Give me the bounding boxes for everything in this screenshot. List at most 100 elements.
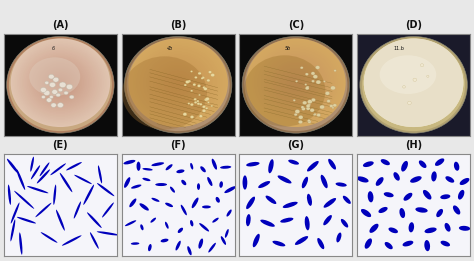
Ellipse shape bbox=[201, 78, 203, 79]
Ellipse shape bbox=[314, 113, 316, 115]
Ellipse shape bbox=[415, 207, 428, 213]
Ellipse shape bbox=[158, 65, 198, 100]
Ellipse shape bbox=[165, 203, 173, 207]
Ellipse shape bbox=[389, 61, 438, 105]
Ellipse shape bbox=[37, 169, 50, 183]
Ellipse shape bbox=[19, 232, 22, 255]
Ellipse shape bbox=[191, 198, 199, 208]
Ellipse shape bbox=[264, 55, 328, 111]
Ellipse shape bbox=[53, 77, 59, 82]
Ellipse shape bbox=[190, 220, 193, 226]
Ellipse shape bbox=[454, 162, 459, 171]
Ellipse shape bbox=[142, 50, 215, 115]
Ellipse shape bbox=[300, 67, 303, 69]
Ellipse shape bbox=[50, 74, 70, 92]
Ellipse shape bbox=[16, 43, 105, 123]
Ellipse shape bbox=[286, 74, 306, 92]
Ellipse shape bbox=[307, 194, 312, 206]
Ellipse shape bbox=[246, 162, 260, 167]
Ellipse shape bbox=[74, 175, 92, 184]
Ellipse shape bbox=[90, 232, 99, 249]
Ellipse shape bbox=[311, 80, 314, 82]
Ellipse shape bbox=[387, 59, 440, 106]
Ellipse shape bbox=[206, 97, 209, 100]
Ellipse shape bbox=[175, 241, 181, 251]
Ellipse shape bbox=[343, 196, 351, 204]
Ellipse shape bbox=[409, 78, 419, 87]
Ellipse shape bbox=[32, 58, 89, 108]
Ellipse shape bbox=[271, 61, 321, 105]
Ellipse shape bbox=[46, 69, 75, 96]
Ellipse shape bbox=[58, 88, 63, 92]
Ellipse shape bbox=[294, 81, 298, 84]
Ellipse shape bbox=[102, 203, 114, 217]
Ellipse shape bbox=[412, 81, 415, 84]
Ellipse shape bbox=[212, 159, 217, 170]
Ellipse shape bbox=[175, 80, 182, 86]
Ellipse shape bbox=[203, 86, 206, 89]
Ellipse shape bbox=[288, 75, 304, 90]
Ellipse shape bbox=[409, 222, 414, 232]
Ellipse shape bbox=[206, 107, 208, 109]
Ellipse shape bbox=[52, 90, 58, 94]
Ellipse shape bbox=[382, 55, 445, 111]
Ellipse shape bbox=[404, 74, 424, 92]
Ellipse shape bbox=[42, 67, 79, 99]
Ellipse shape bbox=[420, 64, 424, 67]
Ellipse shape bbox=[194, 101, 197, 104]
Ellipse shape bbox=[53, 185, 56, 205]
Ellipse shape bbox=[333, 104, 337, 107]
Ellipse shape bbox=[29, 55, 92, 111]
Ellipse shape bbox=[299, 115, 303, 119]
Ellipse shape bbox=[188, 103, 190, 104]
Ellipse shape bbox=[59, 82, 66, 88]
Ellipse shape bbox=[188, 80, 191, 82]
Ellipse shape bbox=[376, 177, 383, 186]
Ellipse shape bbox=[293, 99, 295, 101]
Ellipse shape bbox=[435, 158, 444, 166]
Ellipse shape bbox=[212, 218, 219, 223]
Ellipse shape bbox=[173, 78, 183, 87]
Ellipse shape bbox=[284, 73, 308, 93]
Ellipse shape bbox=[57, 80, 64, 86]
Ellipse shape bbox=[199, 239, 203, 249]
Ellipse shape bbox=[51, 103, 56, 107]
Ellipse shape bbox=[402, 86, 405, 88]
Ellipse shape bbox=[377, 50, 450, 115]
Ellipse shape bbox=[39, 64, 82, 102]
Ellipse shape bbox=[48, 74, 54, 79]
Ellipse shape bbox=[183, 113, 187, 116]
Ellipse shape bbox=[50, 163, 66, 175]
Ellipse shape bbox=[124, 37, 232, 133]
Ellipse shape bbox=[145, 53, 211, 112]
Ellipse shape bbox=[258, 49, 334, 117]
Ellipse shape bbox=[324, 198, 336, 208]
Text: (C): (C) bbox=[288, 20, 304, 30]
Ellipse shape bbox=[279, 68, 312, 98]
Ellipse shape bbox=[311, 98, 315, 102]
Ellipse shape bbox=[20, 47, 100, 118]
Ellipse shape bbox=[364, 39, 464, 127]
Ellipse shape bbox=[204, 87, 207, 90]
Ellipse shape bbox=[127, 39, 229, 131]
Ellipse shape bbox=[253, 44, 339, 121]
Ellipse shape bbox=[62, 235, 82, 246]
Ellipse shape bbox=[302, 177, 308, 188]
Ellipse shape bbox=[316, 80, 321, 84]
Ellipse shape bbox=[60, 173, 73, 192]
Ellipse shape bbox=[337, 233, 341, 242]
Ellipse shape bbox=[165, 222, 169, 229]
Ellipse shape bbox=[330, 86, 335, 90]
Ellipse shape bbox=[128, 39, 228, 127]
Ellipse shape bbox=[200, 166, 206, 172]
Ellipse shape bbox=[311, 72, 315, 75]
Ellipse shape bbox=[276, 65, 316, 100]
Ellipse shape bbox=[269, 59, 322, 106]
Ellipse shape bbox=[64, 91, 68, 95]
Ellipse shape bbox=[11, 203, 19, 224]
Ellipse shape bbox=[165, 164, 173, 170]
Ellipse shape bbox=[139, 203, 149, 211]
Ellipse shape bbox=[208, 102, 210, 103]
Ellipse shape bbox=[56, 93, 60, 97]
Ellipse shape bbox=[363, 161, 374, 167]
